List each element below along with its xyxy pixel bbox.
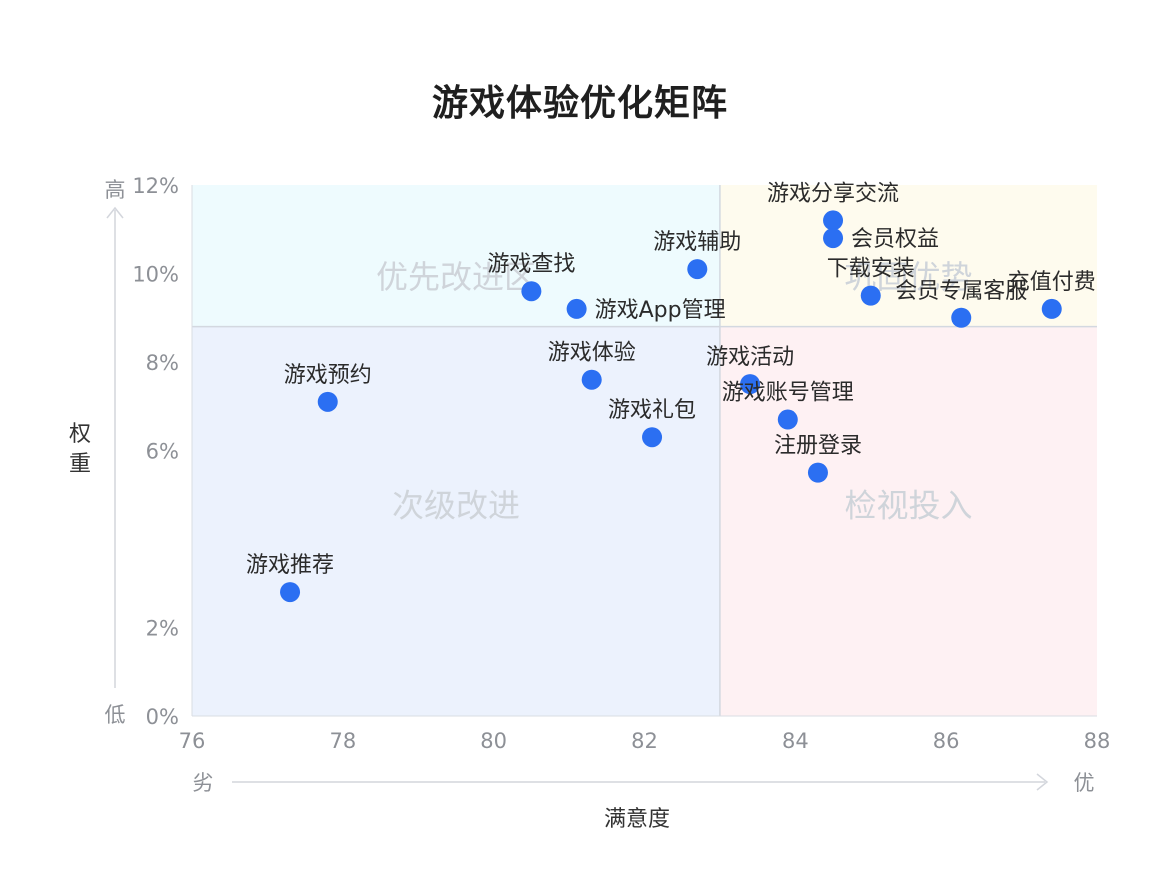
point-label: 游戏App管理 (595, 298, 726, 323)
point-label: 游戏分享交流 (767, 181, 899, 206)
point-label: 会员专属客服 (895, 279, 1027, 304)
y-tick-label: 10% (132, 263, 179, 287)
x-tick-label: 78 (329, 729, 356, 753)
y-high-label: 高 (105, 178, 126, 202)
quadrant-label-bottom-left: 次级改进 (392, 487, 520, 525)
point-label: 游戏推荐 (246, 553, 334, 578)
quadrant-bottom-left (192, 326, 720, 716)
point-label: 游戏账号管理 (722, 381, 854, 406)
data-point[interactable] (860, 285, 881, 306)
quadrant-top-left (192, 185, 720, 327)
x-tick-label: 80 (480, 729, 507, 753)
point-label: 充值付费 (1008, 270, 1096, 295)
point-label: 游戏礼包 (608, 398, 696, 423)
x-tick-label: 82 (631, 729, 658, 753)
point-label: 游戏辅助 (653, 230, 741, 255)
data-point[interactable] (777, 409, 798, 430)
quadrant-label-bottom-right: 检视投入 (844, 487, 972, 525)
quadrant-label-top-left: 优先改进区 (376, 258, 536, 296)
y-tick-label: 6% (146, 440, 179, 464)
x-high-label: 优 (1074, 771, 1095, 795)
data-point[interactable] (280, 582, 301, 603)
x-low-label: 劣 (193, 771, 214, 795)
point-label: 游戏查找 (487, 252, 575, 277)
data-point[interactable] (1041, 298, 1062, 319)
y-tick-label: 0% (146, 705, 179, 729)
quadrant-bottom-right (719, 326, 1097, 716)
point-label: 游戏预约 (284, 363, 372, 388)
point-label: 游戏活动 (706, 345, 794, 370)
data-point[interactable] (687, 259, 708, 280)
data-point[interactable] (566, 298, 587, 319)
y-axis-title: 权重 (69, 422, 91, 477)
data-point[interactable] (823, 228, 844, 249)
x-axis-title: 满意度 (604, 807, 670, 832)
y-tick-label: 12% (132, 174, 179, 198)
quadrant-backgrounds (192, 185, 1097, 716)
point-label: 注册登录 (774, 434, 862, 459)
point-label: 会员权益 (851, 227, 939, 252)
x-tick-label: 84 (782, 729, 809, 753)
data-point[interactable] (951, 307, 972, 328)
y-arrow-head (106, 206, 124, 219)
x-tick-label: 76 (179, 729, 206, 753)
data-point[interactable] (823, 210, 844, 231)
data-point[interactable] (581, 369, 602, 390)
y-tick-label: 8% (146, 351, 179, 375)
x-arrow-head (1036, 773, 1049, 791)
y-low-label: 低 (105, 703, 126, 727)
y-tick-label: 2% (146, 617, 179, 641)
point-label: 下载安装 (827, 257, 915, 282)
point-label: 游戏体验 (548, 341, 636, 366)
x-tick-label: 88 (1084, 729, 1111, 753)
chart-title: 游戏体验优化矩阵 (431, 83, 728, 124)
data-point[interactable] (740, 374, 761, 395)
quadrant-top-right (719, 185, 1097, 327)
data-point[interactable] (642, 427, 663, 448)
data-point[interactable] (317, 391, 338, 412)
x-tick-label: 86 (933, 729, 960, 753)
data-point[interactable] (521, 281, 542, 302)
data-point[interactable] (807, 462, 828, 483)
